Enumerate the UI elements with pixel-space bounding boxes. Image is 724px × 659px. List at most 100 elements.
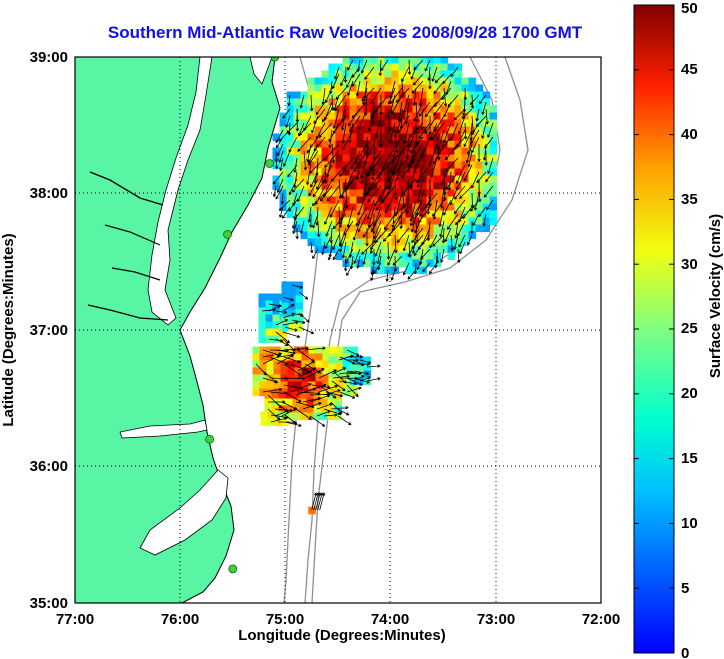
velocity-arrow <box>389 87 403 105</box>
velocity-cell <box>384 182 393 191</box>
velocity-arrow <box>318 369 337 379</box>
velocity-cell <box>288 323 297 332</box>
velocity-arrow <box>405 192 410 215</box>
velocity-arrow <box>394 178 398 201</box>
velocity-arrow <box>411 199 424 219</box>
velocity-arrow <box>339 234 347 253</box>
velocity-cell <box>433 217 442 226</box>
velocity-cell <box>426 231 435 240</box>
velocity-cell <box>307 231 316 240</box>
velocity-arrow <box>310 171 319 188</box>
velocity-cell <box>335 84 344 93</box>
lon-tick-label: 77:00 <box>56 611 94 628</box>
velocity-cell <box>265 321 274 330</box>
velocity-cell <box>278 405 287 414</box>
colorbar <box>633 4 675 654</box>
lon-tick-label: 72:00 <box>582 611 620 628</box>
velocity-cell <box>384 126 393 135</box>
velocity-cell <box>433 189 442 198</box>
velocity-arrow <box>359 376 371 382</box>
map-plot-area <box>75 57 601 603</box>
velocity-cell <box>342 377 351 386</box>
colorbar-ticks <box>634 4 674 654</box>
velocity-cell <box>377 63 386 72</box>
velocity-cell <box>322 367 331 376</box>
velocity-arrow <box>312 248 319 259</box>
velocity-arrow <box>361 87 375 102</box>
velocity-cell <box>295 302 304 311</box>
velocity-arrow <box>375 192 389 211</box>
velocity-cell <box>398 231 407 240</box>
velocity-cell <box>294 353 303 362</box>
velocity-cell <box>447 217 456 226</box>
velocity-arrow <box>308 150 319 166</box>
velocity-cell <box>356 147 365 156</box>
velocity-cell <box>314 238 323 247</box>
velocity-cell <box>454 161 463 170</box>
velocity-cell <box>342 245 351 254</box>
velocity-cell <box>419 168 428 177</box>
velocity-cell <box>342 140 351 149</box>
velocity-cell <box>398 196 407 205</box>
velocity-arrow <box>295 115 300 132</box>
velocity-cell <box>398 133 407 142</box>
velocity-arrow <box>323 413 338 417</box>
velocity-arrow <box>371 157 375 181</box>
velocity-arrow <box>282 320 299 326</box>
velocity-cell <box>447 63 456 72</box>
velocity-cell <box>412 189 421 198</box>
velocity-arrow <box>332 374 350 379</box>
velocity-cell <box>356 112 365 121</box>
velocity-cell <box>349 259 358 268</box>
velocity-cell <box>321 245 330 254</box>
velocity-cell <box>433 91 442 100</box>
velocity-cell <box>377 154 386 163</box>
velocity-arrow <box>283 391 302 403</box>
velocity-cell <box>468 154 477 163</box>
velocity-arrow <box>410 206 424 227</box>
velocity-cell <box>391 189 400 198</box>
velocity-cell <box>454 105 463 114</box>
velocity-arrow <box>308 178 319 197</box>
velocity-cell <box>272 293 281 302</box>
velocity-cell <box>307 217 316 226</box>
velocity-cell <box>391 105 400 114</box>
velocity-cell <box>440 231 449 240</box>
velocity-cell <box>335 133 344 142</box>
velocity-arrow <box>443 87 448 107</box>
velocity-arrow <box>473 192 480 211</box>
velocity-cell <box>363 98 372 107</box>
velocity-cell <box>349 63 358 72</box>
velocity-cell <box>300 203 309 212</box>
velocity-cell <box>454 168 463 177</box>
velocity-cell <box>377 175 386 184</box>
velocity-cell <box>461 217 470 226</box>
velocity-arrow <box>438 206 445 227</box>
velocity-arrow <box>366 199 375 220</box>
colorbar-tick-label: 45 <box>681 61 698 78</box>
velocity-arrow <box>445 171 459 191</box>
velocity-arrow <box>315 101 326 116</box>
velocity-cell <box>398 70 407 79</box>
velocity-arrow <box>309 394 331 403</box>
velocity-arrow <box>373 185 389 207</box>
velocity-arrow <box>309 94 314 112</box>
velocity-arrow <box>282 313 295 319</box>
velocity-cell <box>349 245 358 254</box>
velocity-cell <box>405 210 414 219</box>
velocity-arrow <box>287 164 298 178</box>
velocity-arrow <box>487 122 494 138</box>
velocity-arrow <box>295 227 299 240</box>
velocity-cell <box>426 98 435 107</box>
velocity-arrow <box>280 192 285 205</box>
velocity-cell <box>377 140 386 149</box>
velocity-arrow <box>355 157 361 180</box>
velocity-arrow <box>413 101 424 122</box>
velocity-arrow <box>428 262 438 275</box>
velocity-cell <box>426 105 435 114</box>
velocity-cell <box>489 210 498 219</box>
velocity-arrow <box>312 213 319 229</box>
velocity-arrow <box>367 171 382 191</box>
velocity-cell <box>272 175 281 184</box>
velocity-cell <box>260 418 269 427</box>
